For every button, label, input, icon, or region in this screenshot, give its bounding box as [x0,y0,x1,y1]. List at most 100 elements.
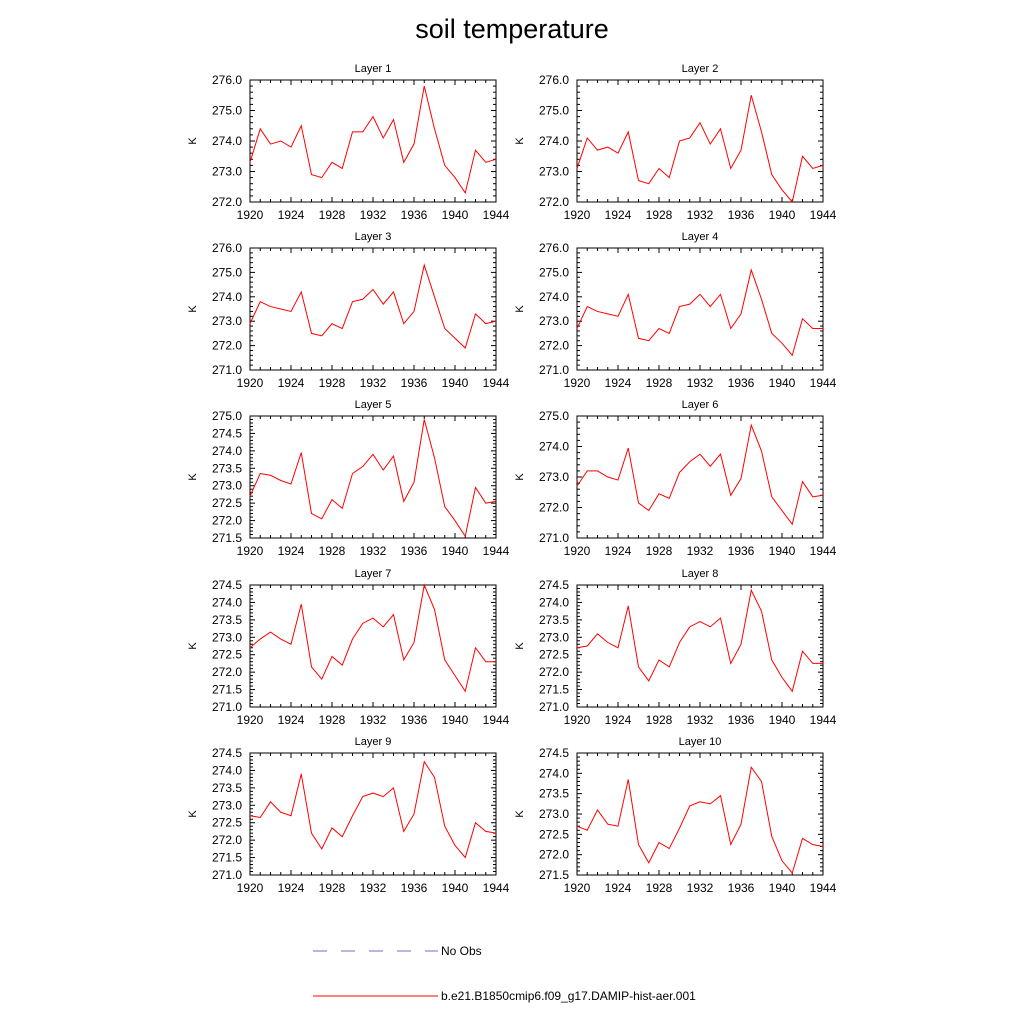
y-tick-label: 275.0 [539,409,569,423]
x-tick-label: 1944 [483,713,510,727]
y-axis-label: K [187,473,199,481]
y-tick-label: 271.0 [539,700,569,714]
y-tick-label: 272.0 [539,848,569,862]
x-tick-label: 1920 [564,881,591,895]
panel-layer-5: Layer 5 K 1920 1924 1928 1932 1936 1940 1944 271.… [187,399,510,558]
plot-frame [576,415,824,539]
x-tick-label: 1932 [360,881,387,895]
panel-layer-2: Layer 2 K 1920 1924 1928 1932 1936 1940 1944 272.… [514,63,837,222]
y-tick-label: 275.0 [539,265,569,279]
y-tick-label: 272.0 [212,833,242,847]
panel-title: Layer 1 [355,63,392,75]
x-tick-label: 1924 [605,376,632,390]
panel-layer-1: Layer 1 K 1920 1924 1928 1932 1936 1940 1944 272.… [187,63,510,222]
series-line [576,765,824,875]
series-line [576,588,823,693]
y-tick-label: 271.5 [212,851,242,865]
x-tick-label: 1940 [769,208,796,222]
panel-title: Layer 3 [355,231,392,243]
y-tick-label: 272.0 [539,195,569,209]
y-tick-label: 275.0 [212,409,242,423]
y-tick-label: 272.0 [212,195,242,209]
y-tick-label: 276.0 [539,241,569,255]
y-axis-label: K [187,305,199,313]
x-tick-label: 1932 [687,713,714,727]
y-tick-label: 273.0 [539,807,569,821]
y-tick-label: 273.5 [212,461,242,475]
x-tick-label: 1920 [564,713,591,727]
x-tick-label: 1920 [564,376,591,390]
panel-title: Layer 4 [682,231,719,243]
y-tick-label: 273.5 [539,613,569,627]
y-tick-label: 271.0 [212,868,242,882]
y-tick-label: 274.5 [212,746,242,760]
y-tick-label: 274.5 [212,426,242,440]
figure-title: soil temperature [415,14,609,44]
y-tick-label: 273.0 [212,479,242,493]
x-tick-label: 1924 [605,208,632,222]
y-tick-label: 274.0 [539,766,569,780]
series-line [576,268,823,357]
panel-layer-3: Layer 3 K 1920 1924 1928 1932 1936 1940 1944 271.… [187,231,510,390]
y-tick-label: 273.5 [539,787,569,801]
x-tick-label: 1932 [360,376,387,390]
y-tick-label: 272.5 [212,648,242,662]
panel-layer-9: Layer 9 K 1920 1924 1928 1932 1936 1940 1944 271.… [187,736,510,895]
x-tick-label: 1940 [442,713,469,727]
y-tick-label: 272.5 [539,827,569,841]
x-tick-label: 1936 [728,544,755,558]
y-tick-label: 273.0 [212,165,242,179]
x-tick-label: 1928 [319,208,346,222]
x-tick-label: 1920 [237,208,264,222]
x-tick-label: 1928 [646,713,673,727]
y-tick-label: 273.0 [539,470,569,484]
x-tick-label: 1936 [728,881,755,895]
y-tick-label: 271.5 [212,683,242,697]
plot-frame [249,584,497,708]
y-axis-label: K [514,642,526,650]
y-tick-label: 272.0 [539,501,569,515]
y-tick-label: 274.0 [212,290,242,304]
x-tick-label: 1932 [360,544,387,558]
y-tick-label: 275.0 [212,104,242,118]
x-tick-label: 1944 [483,208,510,222]
y-tick-label: 272.0 [212,665,242,679]
x-tick-label: 1940 [442,544,469,558]
x-tick-label: 1928 [646,376,673,390]
y-tick-label: 273.5 [212,613,242,627]
x-tick-label: 1940 [442,881,469,895]
series-line [249,85,497,195]
y-tick-label: 274.5 [539,746,569,760]
x-tick-label: 1928 [646,881,673,895]
x-tick-label: 1928 [319,713,346,727]
x-tick-label: 1932 [360,713,387,727]
x-tick-label: 1940 [442,376,469,390]
x-tick-label: 1936 [401,713,428,727]
panel-layer-10: Layer 10 K 1920 1924 1928 1932 1936 1940 1944 271… [514,736,837,895]
y-tick-label: 272.0 [539,339,569,353]
x-tick-label: 1924 [278,376,305,390]
x-tick-label: 1924 [605,544,632,558]
x-tick-label: 1936 [728,208,755,222]
plot-frame [576,247,824,371]
y-tick-label: 274.0 [539,440,569,454]
x-tick-label: 1928 [646,544,673,558]
x-tick-label: 1940 [769,376,796,390]
x-tick-label: 1920 [564,544,591,558]
y-axis-label: K [514,810,526,818]
x-tick-label: 1936 [728,713,755,727]
x-tick-label: 1924 [605,881,632,895]
panel-title: Layer 7 [355,568,392,580]
y-tick-label: 274.5 [539,578,569,592]
y-tick-label: 274.0 [539,290,569,304]
series-line [249,263,497,349]
panel-title: Layer 8 [682,568,719,580]
x-tick-label: 1944 [810,376,837,390]
y-axis-label: K [514,473,526,481]
x-tick-label: 1924 [278,208,305,222]
x-tick-label: 1928 [319,544,346,558]
x-tick-label: 1944 [483,376,510,390]
y-tick-label: 271.5 [212,531,242,545]
panel-layer-8: Layer 8 K 1920 1924 1928 1932 1936 1940 1944 271.… [514,568,837,727]
